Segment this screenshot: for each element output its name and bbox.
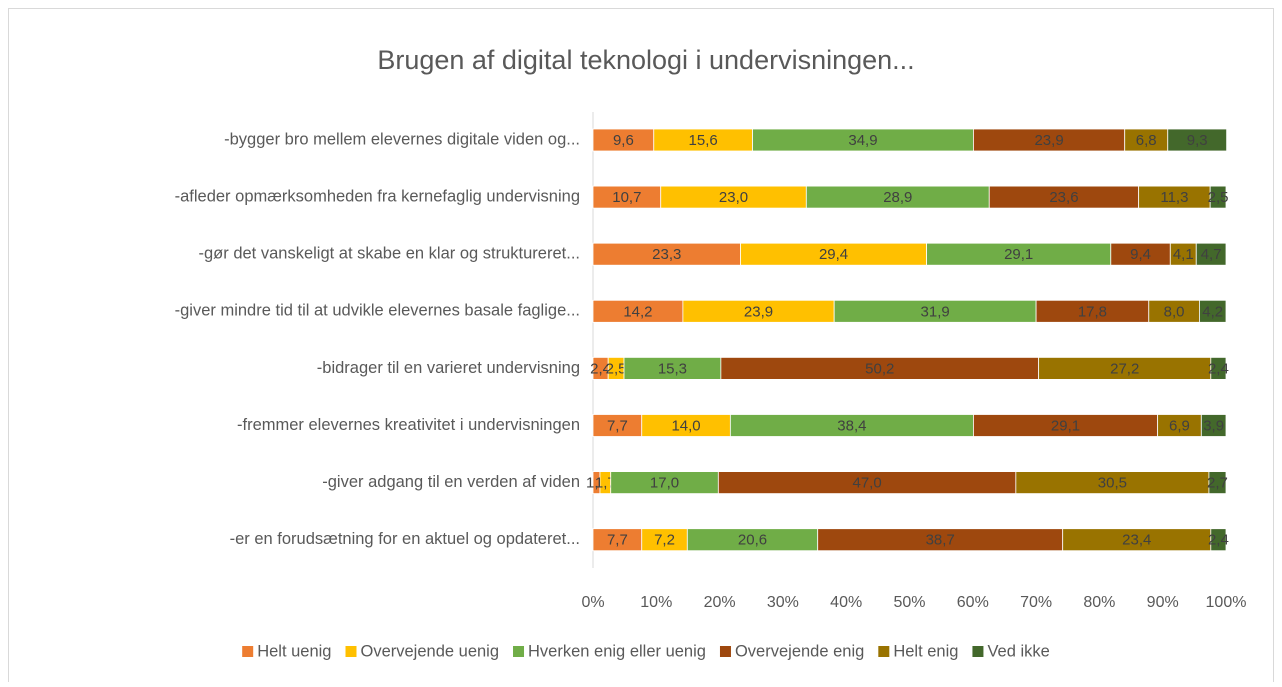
data-label: 7,7 xyxy=(607,532,628,549)
data-label: 47,0 xyxy=(852,475,881,492)
data-label: 28,9 xyxy=(883,189,912,206)
data-label: 23,6 xyxy=(1049,189,1078,206)
bar-segment xyxy=(1208,471,1227,495)
legend-label: Overvejende enig xyxy=(735,642,864,660)
x-tick-label: 60% xyxy=(957,594,989,611)
legend-swatch xyxy=(242,646,254,657)
data-label: 23,3 xyxy=(652,246,681,263)
data-label: 9,3 xyxy=(1187,132,1208,149)
chart-title: Brugen af digital teknologi i undervisni… xyxy=(377,45,914,75)
bar-segment xyxy=(1199,299,1227,323)
data-label: 4,7 xyxy=(1201,246,1222,263)
x-tick-label: 100% xyxy=(1206,594,1247,611)
data-label: 29,1 xyxy=(1051,417,1080,434)
data-label: 2,4 xyxy=(590,360,611,377)
legend-swatch xyxy=(878,646,890,657)
data-label: 14,2 xyxy=(623,303,652,320)
legend-label: Hverken enig eller uenig xyxy=(528,642,706,660)
x-tick-label: 30% xyxy=(767,594,799,611)
x-tick-label: 90% xyxy=(1147,594,1179,611)
data-label: 38,4 xyxy=(837,417,866,434)
bar-segment xyxy=(1167,128,1228,152)
category-label: -giver mindre tid til at udvikle elevern… xyxy=(175,302,580,320)
bar-segment xyxy=(1195,242,1227,266)
data-label: 3,9 xyxy=(1203,417,1224,434)
legend-label: Helt enig xyxy=(893,642,958,660)
data-label: 9,6 xyxy=(613,132,634,149)
data-label: 29,4 xyxy=(819,246,848,263)
bar-segment xyxy=(1209,185,1227,209)
data-label: 14,0 xyxy=(671,417,700,434)
data-label: 7,2 xyxy=(654,532,675,549)
legend-label: Overvejende uenig xyxy=(361,642,500,660)
legend-swatch xyxy=(719,646,731,657)
legend-label: Helt uenig xyxy=(257,642,331,660)
x-tick-label: 80% xyxy=(1083,594,1115,611)
category-label: -giver adgang til en verden af viden xyxy=(322,473,580,491)
x-tick-label: 10% xyxy=(640,594,672,611)
data-label: 34,9 xyxy=(848,132,877,149)
data-label: 2,4 xyxy=(1208,360,1229,377)
data-label: 2,4 xyxy=(1208,532,1229,549)
x-tick-label: 0% xyxy=(581,594,604,611)
data-label: 20,6 xyxy=(738,532,767,549)
category-label: -bidrager til en varieret undervisning xyxy=(317,359,580,377)
data-label: 23,9 xyxy=(744,303,773,320)
data-label: 30,5 xyxy=(1098,475,1127,492)
data-label: 15,3 xyxy=(658,360,687,377)
category-label: -bygger bro mellem elevernes digitale vi… xyxy=(224,130,580,148)
data-label: 2,7 xyxy=(1207,475,1228,492)
legend-label: Ved ikke xyxy=(987,642,1049,660)
data-label: 6,8 xyxy=(1136,132,1157,149)
data-label: 29,1 xyxy=(1004,246,1033,263)
x-tick-label: 50% xyxy=(893,594,925,611)
data-label: 38,7 xyxy=(926,532,955,549)
category-label: -gør det vanskeligt at skabe en klar og … xyxy=(198,245,580,263)
data-label: 31,9 xyxy=(921,303,950,320)
data-label: 6,9 xyxy=(1169,417,1190,434)
data-label: 9,4 xyxy=(1130,246,1151,263)
data-label: 50,2 xyxy=(865,360,894,377)
data-label: 23,4 xyxy=(1122,532,1151,549)
data-label: 23,0 xyxy=(719,189,748,206)
x-tick-label: 40% xyxy=(830,594,862,611)
data-label: 17,8 xyxy=(1078,303,1107,320)
category-label: -afleder opmærksomheden fra kernefaglig … xyxy=(175,187,580,205)
category-label: -fremmer elevernes kreativitet i undervi… xyxy=(237,416,580,434)
legend-swatch xyxy=(972,646,984,657)
data-label: 7,7 xyxy=(607,417,628,434)
x-tick-label: 20% xyxy=(704,594,736,611)
bar-segment xyxy=(1210,356,1227,380)
data-label: 10,7 xyxy=(612,189,641,206)
data-label: 2,5 xyxy=(606,360,627,377)
data-label: 23,9 xyxy=(1034,132,1063,149)
x-tick-label: 70% xyxy=(1020,594,1052,611)
data-label: 4,1 xyxy=(1173,246,1194,263)
category-label: -er en forudsætning for en aktuel og opd… xyxy=(230,530,580,548)
bar-segment xyxy=(1210,528,1227,552)
legend-swatch xyxy=(345,646,357,657)
data-label: 15,6 xyxy=(689,132,718,149)
data-label: 8,0 xyxy=(1164,303,1185,320)
chart-border xyxy=(8,8,1274,687)
bar-segment xyxy=(1200,414,1227,437)
legend-swatch xyxy=(513,646,525,657)
data-label: 17,0 xyxy=(650,475,679,492)
data-label: 27,2 xyxy=(1110,360,1139,377)
data-label: 4,2 xyxy=(1202,303,1223,320)
data-label: 2,5 xyxy=(1208,189,1229,206)
data-label: 11,3 xyxy=(1160,189,1188,206)
